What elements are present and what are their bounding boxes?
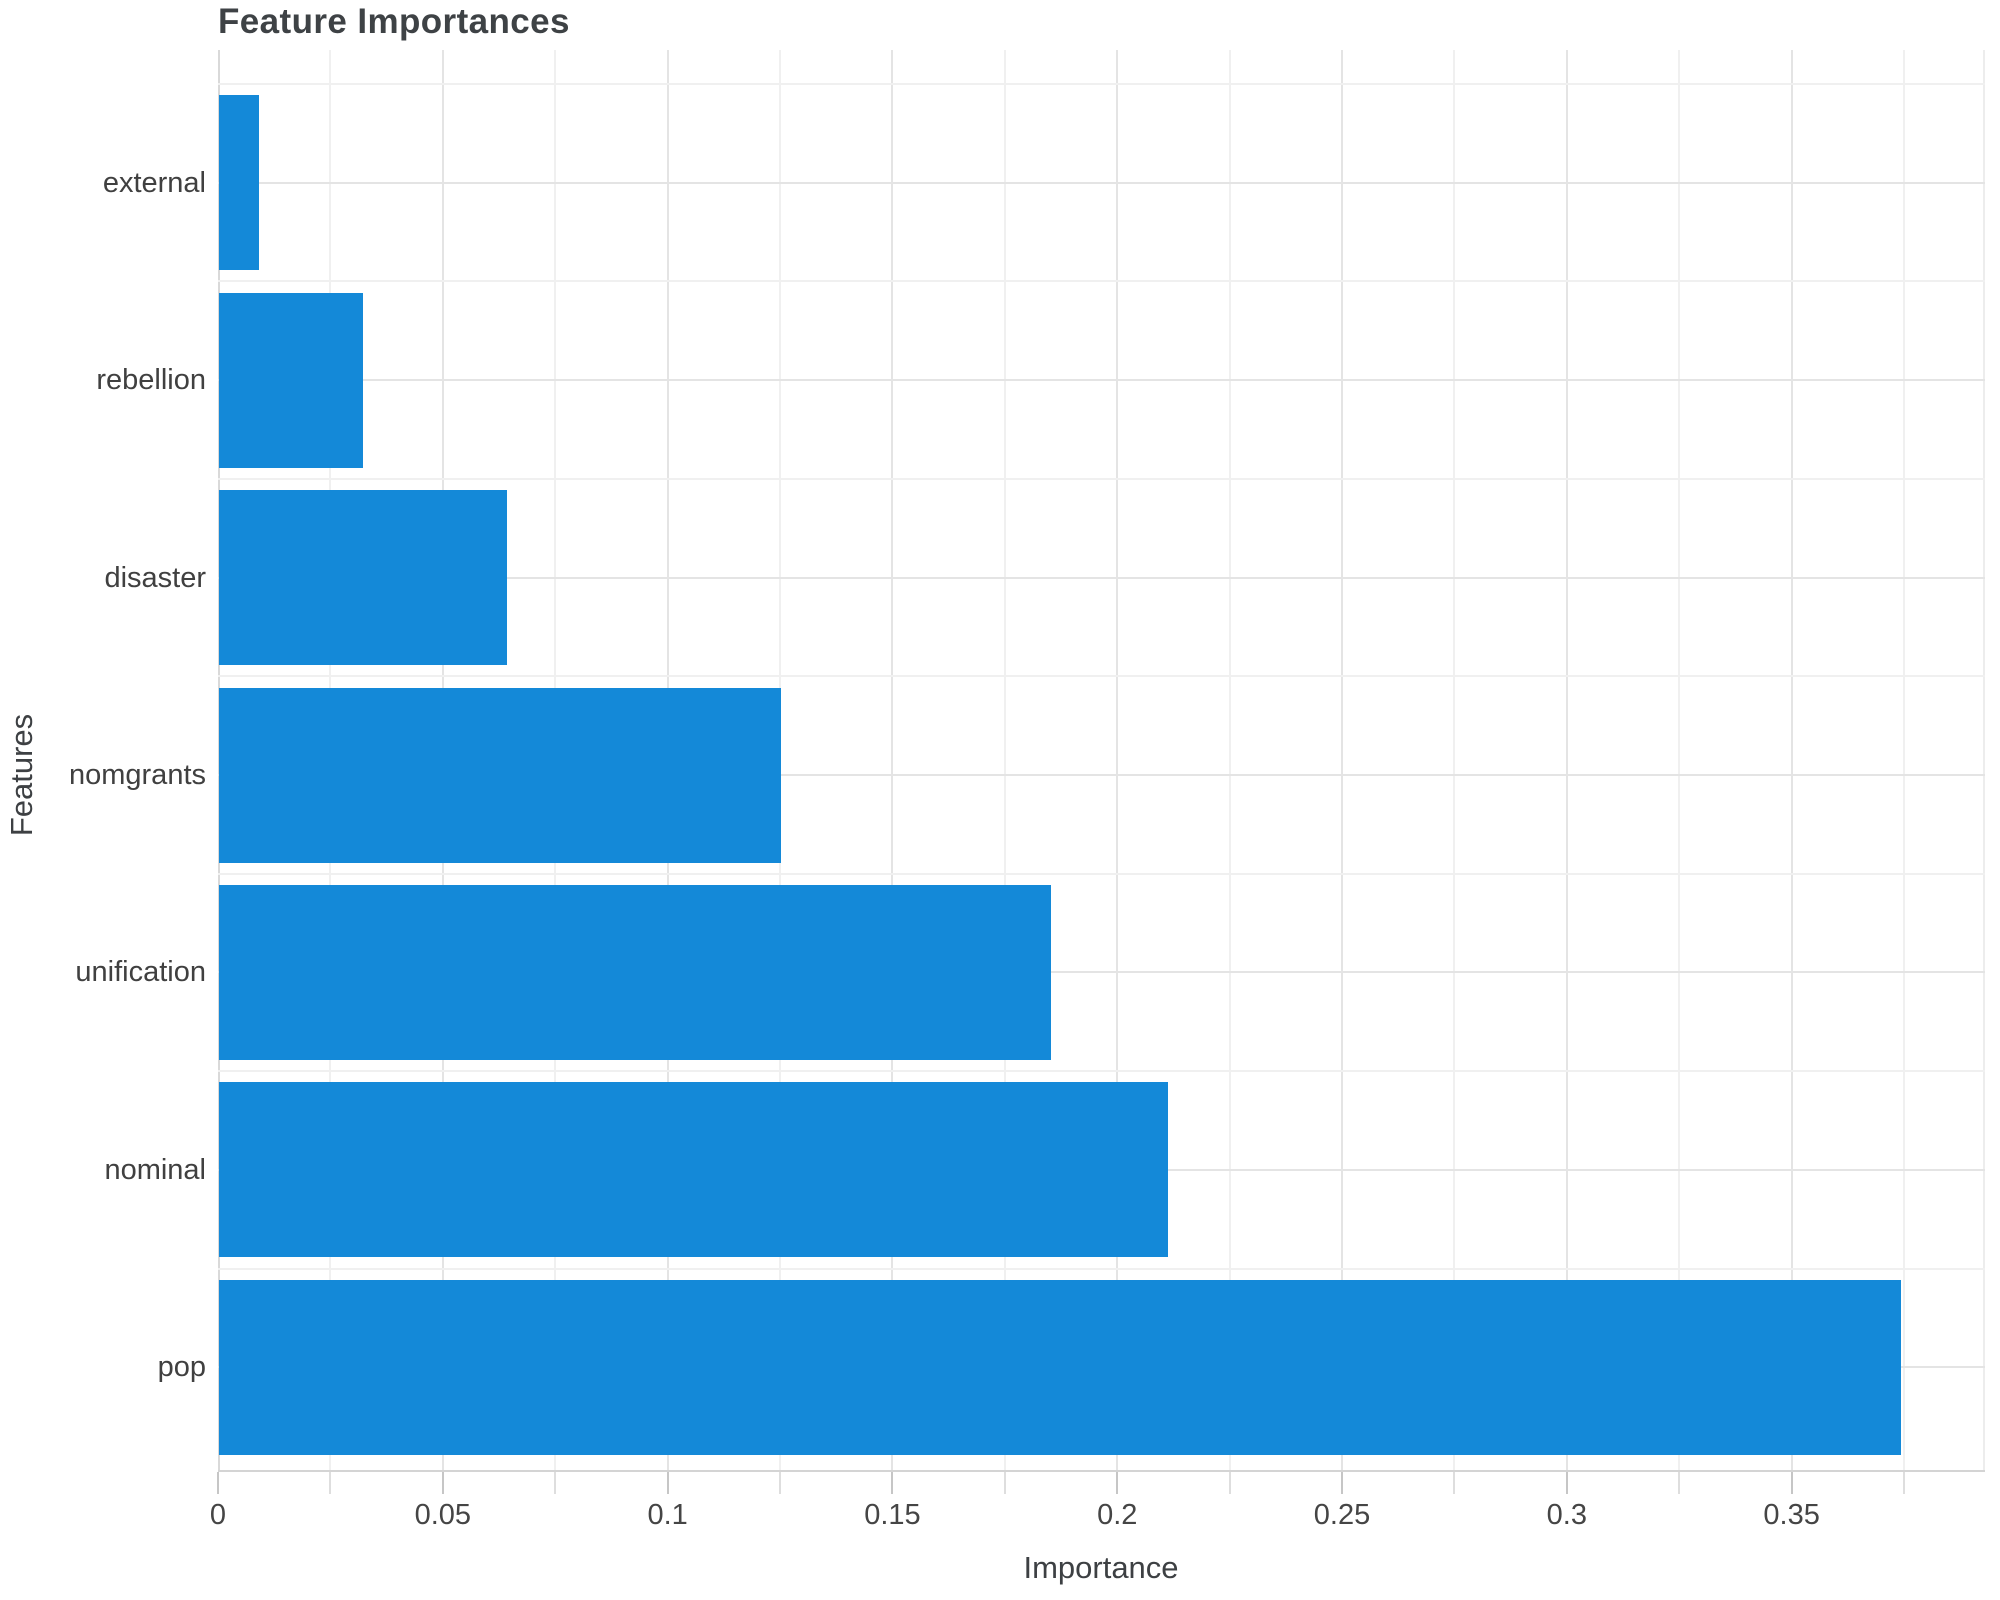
category-label-disaster: disaster	[104, 562, 206, 594]
chart-title: Feature Importances	[218, 2, 570, 41]
gridline-vertical-minor	[1453, 50, 1456, 1470]
bar-rebellion	[219, 293, 363, 468]
bar-external	[219, 95, 259, 270]
gridline-horizontal-minor	[218, 1070, 1985, 1073]
gridline-horizontal-major	[218, 774, 1985, 776]
gridline-vertical-minor	[1903, 50, 1906, 1470]
x-tick-minor	[554, 1472, 557, 1494]
x-axis-title: Importance	[1023, 1550, 1179, 1585]
category-label-nominal: nominal	[104, 1154, 206, 1186]
x-tick-label: 0.3	[1546, 1499, 1588, 1531]
x-tick-minor	[1903, 1472, 1906, 1494]
x-tick-major	[666, 1472, 669, 1494]
category-label-pop: pop	[157, 1351, 206, 1383]
x-tick-label: 0.15	[864, 1499, 921, 1531]
x-tick-major	[891, 1472, 894, 1494]
x-tick-major	[217, 1472, 219, 1494]
x-axis-line	[218, 1470, 1985, 1472]
x-tick-minor	[1453, 1472, 1456, 1494]
gridline-horizontal-major	[218, 971, 1985, 974]
x-tick-label: 0.05	[414, 1499, 472, 1531]
gridline-vertical-minor	[1003, 50, 1006, 1470]
gridline-horizontal-minor	[218, 675, 1985, 678]
x-tick-major	[1790, 1472, 1793, 1494]
bar-nomgrants	[219, 688, 781, 863]
x-tick-minor	[779, 1472, 782, 1494]
category-label-nomgrants: nomgrants	[68, 759, 206, 791]
bar-nominal	[219, 1082, 1168, 1257]
x-tick-minor	[1003, 1472, 1006, 1494]
gridline-vertical-major	[1341, 50, 1344, 1470]
bar-unification	[219, 885, 1051, 1060]
category-label-rebellion: rebellion	[96, 364, 206, 396]
gridline-vertical-major	[891, 50, 894, 1470]
x-tick-major	[1565, 1472, 1568, 1494]
gridline-horizontal-major	[218, 379, 1985, 382]
x-tick-label: 0.1	[647, 1499, 688, 1531]
gridline-vertical-major	[1565, 50, 1568, 1470]
x-tick-major	[1116, 1472, 1119, 1494]
x-tick-label: 0.35	[1763, 1499, 1820, 1531]
x-tick-major	[441, 1472, 444, 1494]
x-tick-minor	[1678, 1472, 1681, 1494]
gridline-vertical-minor	[1678, 50, 1681, 1470]
category-label-unification: unification	[75, 956, 206, 988]
x-tick-minor	[329, 1472, 332, 1494]
x-tick-label: 0.2	[1097, 1499, 1138, 1531]
x-tick-label: 0.25	[1313, 1499, 1371, 1531]
bar-disaster	[219, 490, 507, 665]
gridline-horizontal-major	[218, 181, 1985, 184]
gridline-horizontal-minor	[218, 872, 1985, 875]
gridline-horizontal-minor	[218, 83, 1985, 85]
x-tick-label: 0	[209, 1499, 227, 1531]
gridline-vertical-major	[1116, 50, 1119, 1470]
gridline-horizontal-minor	[218, 280, 1985, 283]
gridline-horizontal-major	[218, 576, 1985, 579]
category-label-external: external	[102, 167, 206, 199]
x-tick-major	[1341, 1472, 1344, 1494]
plot-right-edge-line	[1983, 50, 1985, 1470]
gridline-vertical-major	[1790, 50, 1793, 1470]
gridline-vertical-minor	[1228, 50, 1231, 1470]
bar-pop	[219, 1280, 1901, 1455]
gridline-horizontal-minor	[218, 477, 1985, 480]
x-tick-minor	[1228, 1472, 1231, 1494]
plot-area	[218, 50, 1985, 1470]
gridline-horizontal-minor	[218, 1267, 1985, 1270]
